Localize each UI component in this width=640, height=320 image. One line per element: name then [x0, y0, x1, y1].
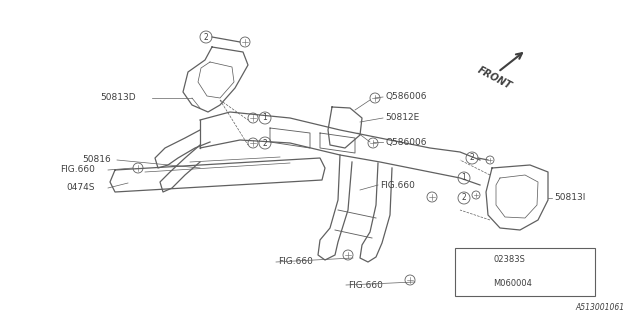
Text: 2: 2 [262, 139, 268, 148]
Text: 1: 1 [262, 114, 268, 123]
Text: M060004: M060004 [493, 279, 532, 289]
Text: 02383S: 02383S [493, 255, 525, 265]
Text: 1: 1 [468, 279, 472, 289]
Text: Q586006: Q586006 [385, 92, 426, 101]
Text: 2: 2 [470, 154, 474, 163]
Text: FIG.660: FIG.660 [348, 281, 383, 290]
Text: FIG.660: FIG.660 [380, 180, 415, 189]
Text: 50816: 50816 [82, 156, 111, 164]
Text: 50813D: 50813D [100, 93, 136, 102]
Text: 50812E: 50812E [385, 114, 419, 123]
Text: FRONT: FRONT [476, 65, 513, 91]
Text: FIG.660: FIG.660 [278, 258, 313, 267]
Text: 2: 2 [461, 194, 467, 203]
Text: FIG.660: FIG.660 [60, 165, 95, 174]
Text: 50813I: 50813I [554, 194, 586, 203]
Text: 2: 2 [204, 33, 209, 42]
Text: 0474S: 0474S [66, 183, 95, 193]
Text: 1: 1 [461, 173, 467, 182]
Text: A513001061: A513001061 [576, 303, 625, 312]
FancyBboxPatch shape [455, 248, 595, 296]
Text: Q586006: Q586006 [385, 138, 426, 147]
Text: 2: 2 [468, 255, 472, 265]
